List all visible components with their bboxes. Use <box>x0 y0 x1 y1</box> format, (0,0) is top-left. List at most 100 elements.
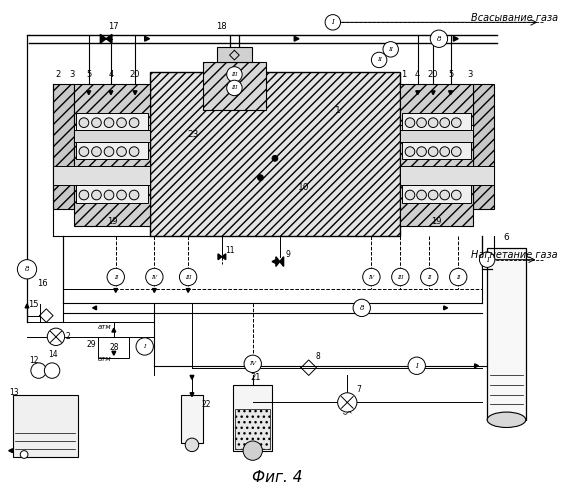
Circle shape <box>47 328 65 345</box>
Bar <box>401 130 473 142</box>
Text: 29: 29 <box>87 340 96 349</box>
Text: 6: 6 <box>504 233 509 242</box>
Circle shape <box>227 66 242 82</box>
Polygon shape <box>133 91 137 94</box>
Text: Фиг. 4: Фиг. 4 <box>252 470 302 485</box>
Text: 5: 5 <box>86 70 91 79</box>
Text: 19: 19 <box>107 216 117 226</box>
Bar <box>76 142 148 160</box>
Circle shape <box>421 268 438 285</box>
Text: 4: 4 <box>108 70 113 79</box>
Circle shape <box>405 190 415 200</box>
Polygon shape <box>100 34 106 43</box>
Circle shape <box>440 118 450 128</box>
Polygon shape <box>416 91 419 94</box>
Polygon shape <box>474 364 478 368</box>
Circle shape <box>337 393 357 412</box>
Text: 15: 15 <box>28 300 38 308</box>
Text: 18: 18 <box>217 22 227 30</box>
Polygon shape <box>294 36 299 41</box>
Circle shape <box>117 118 127 128</box>
Circle shape <box>272 156 278 162</box>
Polygon shape <box>280 257 284 266</box>
Circle shape <box>405 147 415 156</box>
Text: 8: 8 <box>359 304 364 312</box>
Text: 28: 28 <box>109 343 119 352</box>
Text: 16: 16 <box>37 280 48 288</box>
Bar <box>402 113 471 130</box>
Bar <box>233 385 272 450</box>
Circle shape <box>44 363 60 378</box>
Circle shape <box>31 363 46 378</box>
Text: 20: 20 <box>130 70 140 79</box>
Circle shape <box>104 118 114 128</box>
Polygon shape <box>152 288 156 292</box>
Text: II: II <box>456 274 460 280</box>
Circle shape <box>20 450 28 458</box>
Bar <box>74 84 150 124</box>
Text: 2: 2 <box>55 70 61 79</box>
Text: 1: 1 <box>335 106 340 114</box>
Circle shape <box>185 438 199 452</box>
Text: I: I <box>415 362 418 370</box>
Polygon shape <box>106 34 112 43</box>
Polygon shape <box>482 262 486 266</box>
Text: 5: 5 <box>448 70 453 79</box>
Polygon shape <box>109 91 113 94</box>
Text: Нагнетание газа: Нагнетание газа <box>471 250 558 260</box>
Text: III: III <box>231 86 238 90</box>
Text: 19: 19 <box>431 216 441 226</box>
Text: I: I <box>486 256 489 264</box>
Circle shape <box>363 268 380 285</box>
Text: 21: 21 <box>250 373 261 382</box>
Bar <box>217 48 252 62</box>
Polygon shape <box>25 304 29 308</box>
Circle shape <box>107 268 124 285</box>
Text: 4: 4 <box>415 70 421 79</box>
Text: 22: 22 <box>202 400 211 409</box>
Circle shape <box>179 268 197 285</box>
Polygon shape <box>9 448 13 452</box>
Circle shape <box>428 190 438 200</box>
Circle shape <box>117 147 127 156</box>
Circle shape <box>353 299 370 316</box>
Polygon shape <box>186 288 190 292</box>
Text: 8: 8 <box>316 352 321 360</box>
Circle shape <box>417 118 426 128</box>
Bar <box>182 394 203 443</box>
Polygon shape <box>431 91 435 94</box>
Bar <box>76 186 148 202</box>
Text: 11: 11 <box>225 246 234 254</box>
Polygon shape <box>190 376 194 380</box>
Text: 3: 3 <box>467 70 473 79</box>
Circle shape <box>146 268 163 285</box>
Circle shape <box>383 42 398 57</box>
Text: 20: 20 <box>428 70 438 79</box>
Text: III: III <box>231 72 238 77</box>
Bar <box>401 142 473 186</box>
Text: I: I <box>143 344 146 349</box>
Circle shape <box>405 118 415 128</box>
Polygon shape <box>112 352 116 355</box>
Circle shape <box>392 268 409 285</box>
Polygon shape <box>222 254 226 260</box>
Bar <box>13 394 78 458</box>
Bar <box>74 142 150 186</box>
Polygon shape <box>272 260 276 264</box>
Circle shape <box>258 175 264 180</box>
Polygon shape <box>112 328 116 332</box>
Circle shape <box>452 118 461 128</box>
Circle shape <box>440 147 450 156</box>
Text: Всасывание газа: Всасывание газа <box>471 14 558 24</box>
Text: IV: IV <box>368 274 375 280</box>
Text: II: II <box>388 47 393 52</box>
Bar <box>401 166 494 186</box>
Circle shape <box>408 357 425 374</box>
Circle shape <box>129 190 139 200</box>
Text: II: II <box>113 274 118 280</box>
Bar <box>473 84 494 210</box>
Text: 14: 14 <box>48 350 58 358</box>
Circle shape <box>430 30 448 48</box>
Polygon shape <box>276 257 280 266</box>
Circle shape <box>417 190 426 200</box>
